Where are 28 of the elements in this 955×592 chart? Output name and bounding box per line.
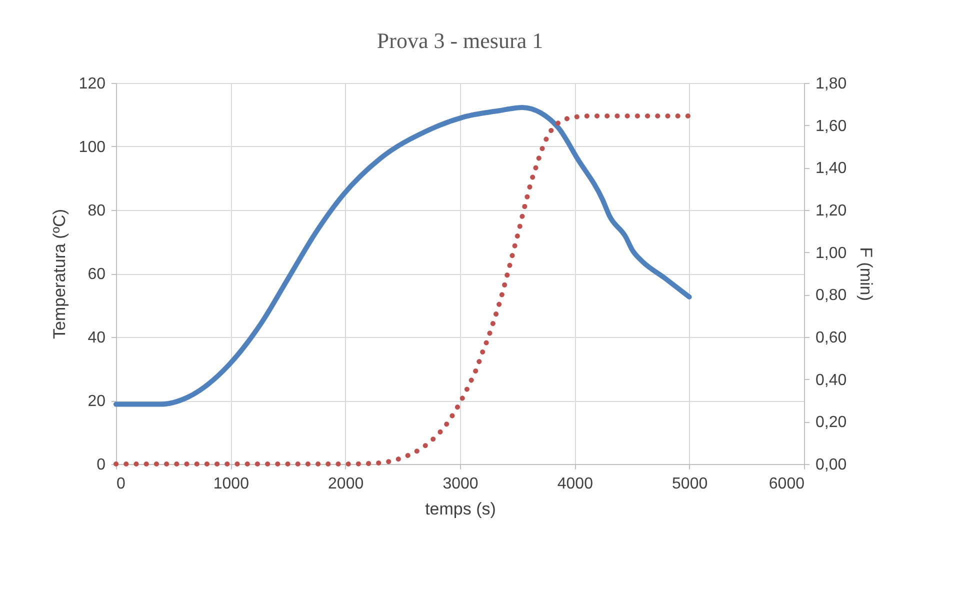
y2-tick-label: 0,60 [816,330,847,346]
y2-tick-label: 1,40 [816,160,847,178]
y2-tick-label: 1,20 [816,202,847,220]
chart-title: Prova 3 - mesura 1 [376,28,544,53]
x-tick-label: 5000 [672,476,708,492]
x-tick-label: 6000 [768,476,805,492]
y2-tick-label: 0,00 [816,456,847,474]
x-tick-label: 3000 [442,476,478,492]
y-tick-label: 120 [78,76,106,92]
y-tick-label: 60 [88,266,106,283]
x-tick-label: 2000 [328,476,364,492]
y2-tick-label: 1,60 [816,118,847,135]
y2-axis-title: F (min) [856,247,876,301]
x-tick-label: 4000 [557,476,594,492]
y-axis-title: Temperatura (ºC) [50,209,69,339]
y-tick-label: 20 [88,393,106,410]
y2-tick-label: 0,80 [816,287,847,304]
y-tick-label: 0 [96,456,106,474]
y-tick-label: 80 [88,202,106,220]
x-tick-label: 1000 [213,476,250,492]
x-tick-label: 0 [116,476,126,492]
y-tick-label: 40 [88,330,106,346]
y2-tick-label: 0,20 [816,414,847,432]
y2-tick-label: 0,40 [816,372,847,389]
y-tick-label: 100 [78,139,106,156]
x-axis-title: temps (s) [425,500,496,518]
y2-tick-label: 1,80 [816,76,847,92]
y2-tick-label: 1,00 [816,244,847,262]
